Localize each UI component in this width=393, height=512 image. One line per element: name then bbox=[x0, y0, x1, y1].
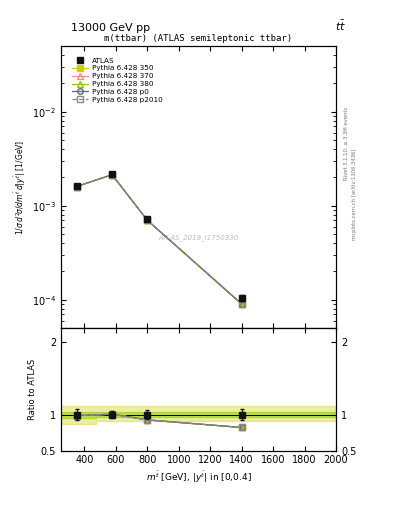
X-axis label: $m^{\bar{t}}$ [GeV], $|y^{\bar{t}}|$ in [0,0.4]: $m^{\bar{t}}$ [GeV], $|y^{\bar{t}}|$ in … bbox=[145, 470, 252, 485]
Y-axis label: Ratio to ATLAS: Ratio to ATLAS bbox=[28, 358, 37, 420]
Text: m(ttbar) (ATLAS semileptonic ttbar): m(ttbar) (ATLAS semileptonic ttbar) bbox=[105, 34, 292, 43]
Legend: ATLAS, Pythia 6.428 350, Pythia 6.428 370, Pythia 6.428 380, Pythia 6.428 p0, Py: ATLAS, Pythia 6.428 350, Pythia 6.428 37… bbox=[69, 55, 165, 106]
Text: Rivet 3.1.10, ≥ 3.3M events: Rivet 3.1.10, ≥ 3.3M events bbox=[344, 106, 349, 180]
Text: $t\bar{t}$: $t\bar{t}$ bbox=[335, 19, 346, 33]
Text: 13000 GeV pp: 13000 GeV pp bbox=[71, 23, 150, 33]
Text: ATLAS_2019_I1750330: ATLAS_2019_I1750330 bbox=[158, 234, 239, 241]
Y-axis label: $1/\sigma\,d^2\!\sigma/dm^{\bar{t}}\,d|y^{\bar{t}}|$ [1/GeV]: $1/\sigma\,d^2\!\sigma/dm^{\bar{t}}\,d|y… bbox=[12, 139, 28, 234]
Text: mcplots.cern.ch [arXiv:1306.3436]: mcplots.cern.ch [arXiv:1306.3436] bbox=[352, 149, 357, 240]
